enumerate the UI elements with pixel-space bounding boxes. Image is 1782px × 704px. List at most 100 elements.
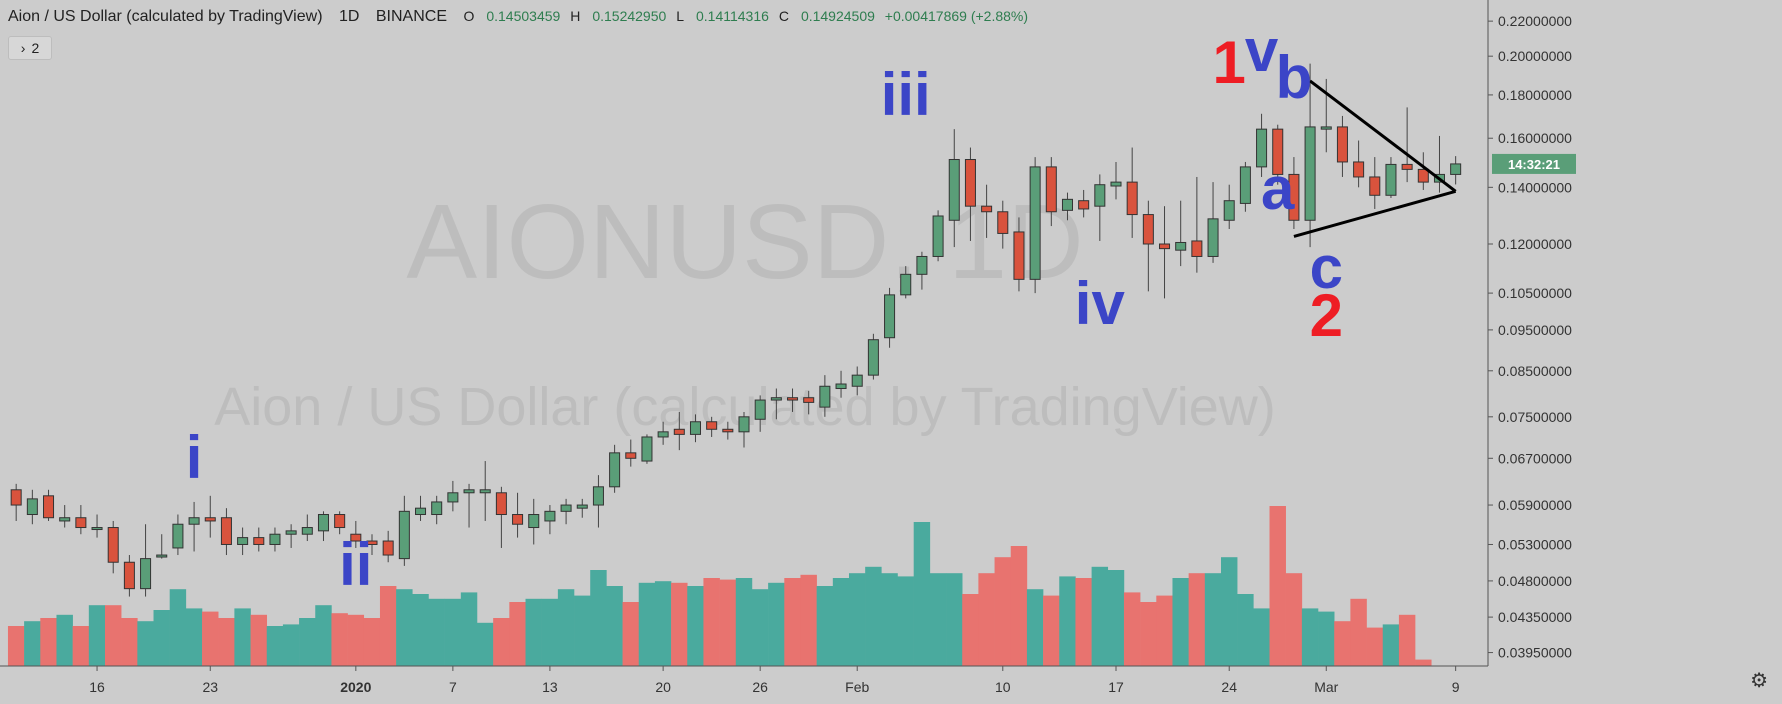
volume-bar	[897, 576, 914, 666]
volume-bar	[1123, 592, 1141, 666]
volume-bar	[56, 614, 73, 666]
price-tick-label: 0.07500000	[1498, 409, 1572, 425]
candle-body	[107, 527, 119, 563]
volume-bar	[428, 598, 445, 666]
candle-body	[916, 255, 928, 275]
candle-body	[123, 561, 135, 590]
price-tick-label: 0.05900000	[1498, 497, 1572, 513]
volume-bar	[88, 605, 106, 666]
candle-body	[738, 416, 750, 433]
open-key: O	[463, 8, 475, 24]
price-tick-label: 0.09500000	[1498, 322, 1572, 338]
volume-bar	[1350, 598, 1367, 666]
time-tick-label: Feb	[845, 679, 869, 695]
candle-body	[1256, 128, 1268, 168]
open-value: 0.14503459	[486, 8, 561, 24]
candle-body	[512, 514, 524, 525]
candle-body	[1353, 161, 1365, 178]
volume-bar	[703, 578, 720, 666]
volume-bar	[1010, 546, 1028, 666]
trendline	[1293, 189, 1457, 238]
candle-body	[884, 294, 896, 339]
volume-bar	[315, 605, 332, 666]
candle-body	[592, 486, 604, 506]
candle-body	[350, 533, 362, 542]
candle-body	[26, 498, 38, 516]
candle-body	[560, 504, 572, 512]
candle-body	[625, 452, 637, 459]
candle-body	[851, 374, 863, 387]
candle-body	[1110, 181, 1122, 187]
candle-body	[754, 399, 766, 420]
gear-icon[interactable]: ⚙	[1750, 670, 1768, 692]
candle-body	[156, 554, 168, 558]
ohlc-readout: O 0.14503459 H 0.15242950 L 0.14114316 C 0.1…	[463, 8, 1034, 24]
candle-body	[867, 339, 879, 376]
candle-body	[1239, 166, 1251, 204]
volume-bar	[379, 586, 397, 666]
volume-bar	[1334, 621, 1351, 666]
candle-body	[398, 510, 410, 560]
candle-body	[1061, 198, 1073, 211]
volume-bar	[1269, 506, 1286, 666]
time-tick-label: 24	[1221, 679, 1237, 695]
wave-label: 1	[1213, 29, 1246, 96]
candle-body	[479, 489, 491, 494]
volume-bar	[929, 573, 947, 666]
volume-bar	[460, 592, 478, 666]
candle-body	[172, 523, 184, 549]
volume-bar	[169, 589, 187, 666]
wave-label: iii	[881, 61, 931, 128]
volume-bar	[218, 618, 235, 666]
candle-body	[204, 517, 216, 522]
volume-bar	[816, 586, 834, 666]
candle-body	[1159, 243, 1171, 250]
wave-label: 2	[1310, 282, 1343, 349]
volume-bar	[978, 573, 995, 666]
candle-body	[673, 428, 685, 435]
volume-bar	[687, 586, 704, 666]
candle-body	[301, 527, 313, 535]
candle-body	[1304, 126, 1316, 221]
interval-label[interactable]: 1D	[338, 8, 360, 25]
candle-body	[1175, 241, 1187, 251]
indicators-toggle-button[interactable]: › 2	[8, 36, 52, 60]
candle-body	[706, 421, 718, 430]
price-tick-label: 0.10500000	[1498, 285, 1572, 301]
volume-bar	[606, 586, 623, 666]
candle-body	[382, 540, 394, 556]
candle-body	[1272, 128, 1284, 175]
volume-bar	[622, 602, 640, 666]
time-tick-label: 16	[89, 679, 105, 695]
volume-bar	[800, 574, 817, 666]
volume-bar	[104, 605, 122, 666]
candle-body	[1288, 173, 1300, 221]
volume-bar	[946, 573, 963, 666]
candle-body	[317, 514, 329, 532]
candle-body	[787, 397, 799, 401]
volume-bar	[347, 614, 365, 666]
volume-bar	[1204, 573, 1222, 666]
wave-label: a	[1261, 155, 1295, 222]
candle-body	[253, 537, 265, 545]
volume-bar	[1188, 573, 1206, 666]
volume-bar	[1220, 557, 1238, 666]
price-tick-label: 0.16000000	[1498, 130, 1572, 146]
price-tick-label: 0.05300000	[1498, 536, 1572, 552]
volume-bar	[1026, 589, 1044, 666]
volume-bar	[476, 622, 494, 666]
trendline	[1309, 79, 1457, 193]
candle-body	[220, 517, 232, 545]
volume-bar	[525, 598, 542, 666]
wave-label: v	[1245, 17, 1279, 84]
candle-body	[334, 514, 346, 529]
volume-bar	[137, 621, 154, 666]
candle-body	[1450, 163, 1462, 175]
volume-bar	[1140, 602, 1157, 666]
candle-body	[689, 421, 701, 435]
candle-body	[803, 397, 815, 403]
candle-body	[91, 527, 103, 531]
volume-bar	[1091, 566, 1109, 666]
